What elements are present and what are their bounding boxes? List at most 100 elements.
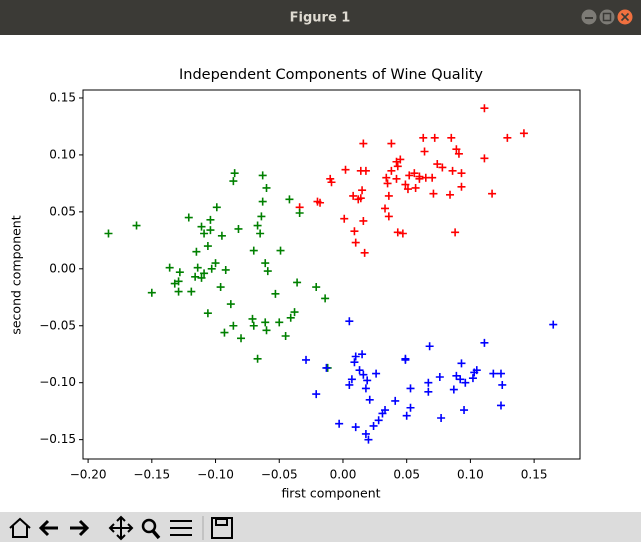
x-tick-label: −0.05 <box>261 468 298 482</box>
marker <box>387 166 396 175</box>
marker <box>452 145 461 154</box>
marker <box>229 321 238 330</box>
toolbar-buttons <box>9 515 233 541</box>
maximize-button[interactable] <box>599 9 615 25</box>
marker <box>322 363 331 372</box>
marker <box>335 419 344 428</box>
marker <box>387 139 396 148</box>
marker <box>184 213 193 222</box>
marker <box>359 139 368 148</box>
marker <box>104 229 113 238</box>
marker <box>256 229 265 238</box>
zoom-button[interactable] <box>141 518 157 534</box>
marker <box>496 369 505 378</box>
marker <box>480 154 489 163</box>
plot-frame <box>82 89 581 460</box>
marker <box>349 191 358 200</box>
marker <box>361 166 370 175</box>
marker <box>258 197 267 206</box>
marker <box>200 269 209 278</box>
y-tick-label: −0.15 <box>39 432 76 446</box>
marker <box>217 231 226 240</box>
window-controls <box>581 9 633 25</box>
marker <box>212 203 221 212</box>
back-button[interactable] <box>38 519 58 537</box>
marker <box>174 287 183 296</box>
pan-button[interactable] <box>108 515 134 541</box>
marker <box>378 409 387 418</box>
marker <box>448 166 457 175</box>
marker <box>430 133 439 142</box>
marker <box>321 294 330 303</box>
y-tick-label: −0.05 <box>39 318 76 332</box>
marker <box>253 221 262 230</box>
marker <box>275 318 284 327</box>
marker <box>175 268 184 277</box>
marker <box>206 226 215 235</box>
marker <box>384 212 393 221</box>
marker <box>447 133 456 142</box>
marker <box>360 248 369 257</box>
marker <box>293 278 302 287</box>
marker <box>391 396 400 405</box>
marker <box>415 174 424 183</box>
toolbar <box>0 512 641 542</box>
y-tick-label: 0.05 <box>49 204 76 218</box>
y-tick-label: 0.10 <box>49 147 76 161</box>
marker <box>351 352 360 361</box>
marker <box>451 228 460 237</box>
marker <box>437 414 446 422</box>
marker <box>405 171 414 180</box>
marker <box>187 287 196 296</box>
marker <box>285 195 294 204</box>
marker <box>211 259 220 268</box>
marker <box>381 204 390 213</box>
x-tick-label: 0.05 <box>393 468 420 482</box>
marker <box>438 163 447 172</box>
subplots-button[interactable] <box>170 520 192 536</box>
x-tick-label: 0.15 <box>521 468 548 482</box>
marker <box>489 369 498 378</box>
marker <box>351 423 360 432</box>
marker <box>295 209 304 217</box>
marker <box>290 308 299 317</box>
marker <box>461 378 470 387</box>
x-tick-label: 0.10 <box>457 468 484 482</box>
marker <box>229 177 238 186</box>
marker <box>460 406 469 415</box>
marker <box>249 246 258 255</box>
marker <box>197 222 206 231</box>
marker <box>361 429 370 438</box>
y-tick-label: 0.00 <box>49 261 76 275</box>
marker <box>313 197 322 206</box>
marker <box>276 246 285 255</box>
marker <box>384 191 393 200</box>
marker <box>262 183 271 192</box>
forward-button[interactable] <box>70 519 90 537</box>
marker <box>393 228 402 237</box>
marker <box>216 283 225 292</box>
marker <box>363 376 372 385</box>
marker <box>358 186 367 195</box>
marker <box>429 189 438 198</box>
marker <box>248 314 257 323</box>
marker <box>411 183 420 192</box>
home-button[interactable] <box>9 517 31 538</box>
marker <box>480 104 489 113</box>
marker <box>355 366 364 375</box>
y-tick-label: 0.15 <box>49 90 76 104</box>
marker <box>249 321 258 330</box>
minimize-icon <box>585 17 593 19</box>
marker <box>347 375 356 384</box>
marker <box>424 378 433 387</box>
marker <box>192 247 201 256</box>
marker <box>203 309 212 318</box>
marker <box>435 373 444 381</box>
marker <box>351 238 360 247</box>
marker <box>419 133 428 142</box>
marker <box>549 320 558 329</box>
marker <box>428 173 437 182</box>
marker <box>402 411 411 420</box>
marker <box>345 317 354 326</box>
